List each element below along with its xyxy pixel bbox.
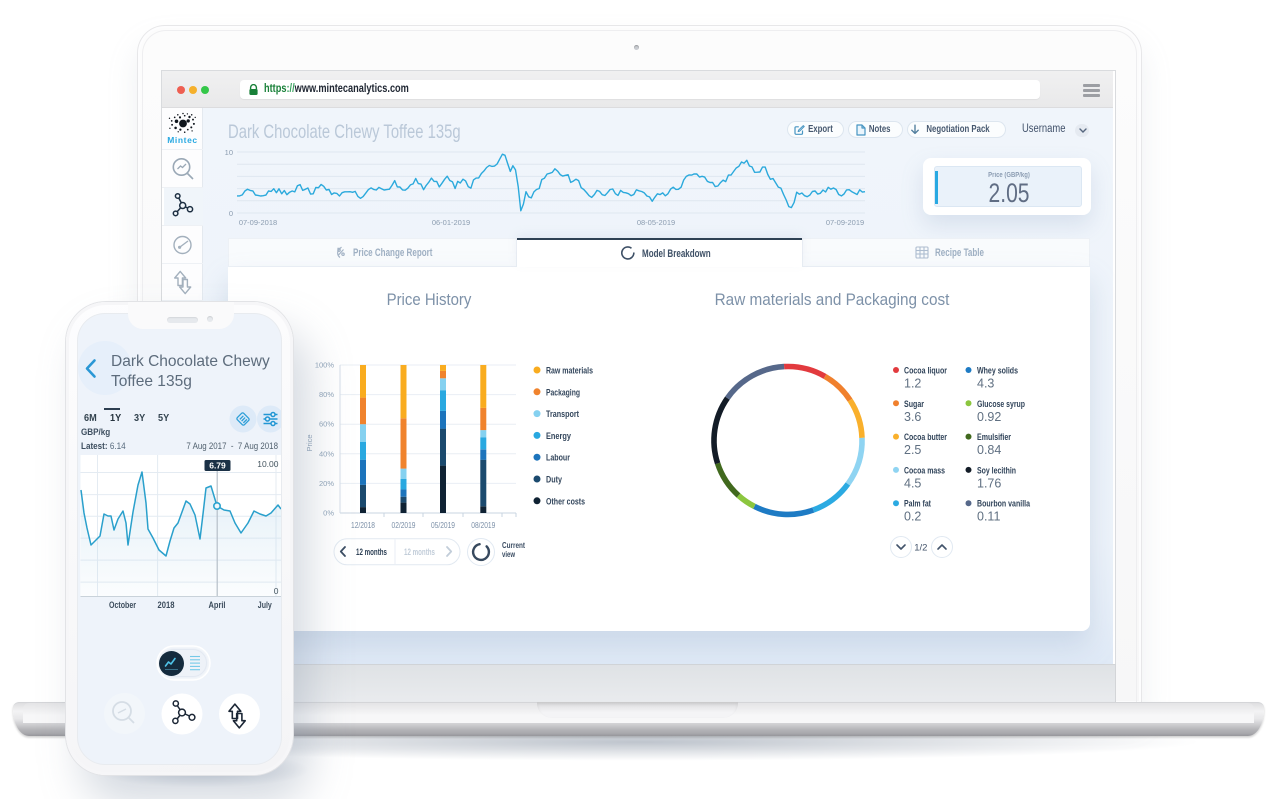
svg-text:3.6: 3.6 <box>904 410 921 424</box>
svg-text:100%: 100% <box>315 361 335 370</box>
svg-text:0.84: 0.84 <box>977 443 1001 457</box>
svg-text:0.2: 0.2 <box>904 510 921 524</box>
svg-text:Labour: Labour <box>546 453 570 464</box>
svg-text:Glucose syrup: Glucose syrup <box>977 399 1025 410</box>
svg-text:1.2: 1.2 <box>904 377 921 391</box>
svg-text:0: 0 <box>274 586 279 596</box>
svg-text:Duty: Duty <box>546 475 563 486</box>
svg-text:Sugar: Sugar <box>904 399 924 410</box>
svg-text:08/2019: 08/2019 <box>471 521 495 530</box>
svg-text:0: 0 <box>229 209 233 218</box>
svg-text:05/2019: 05/2019 <box>431 521 455 530</box>
svg-text:Palm fat: Palm fat <box>904 499 932 510</box>
svg-text:4.3: 4.3 <box>977 377 994 391</box>
svg-text:60%: 60% <box>319 420 334 429</box>
svg-text:July: July <box>258 600 273 611</box>
svg-text:Bourbon vanilla: Bourbon vanilla <box>977 499 1031 510</box>
svg-text:08-05-2019: 08-05-2019 <box>637 218 675 227</box>
svg-text:April: April <box>209 600 226 611</box>
svg-text:Other costs: Other costs <box>546 496 585 507</box>
svg-text:Transport: Transport <box>546 409 580 420</box>
svg-text:0.92: 0.92 <box>977 410 1001 424</box>
svg-text:Cocoa liquor: Cocoa liquor <box>904 366 947 377</box>
svg-text:Cocoa mass: Cocoa mass <box>904 465 945 476</box>
svg-text:10: 10 <box>225 148 233 157</box>
svg-text:Current: Current <box>502 541 525 550</box>
svg-text:07-09-2018: 07-09-2018 <box>239 218 277 227</box>
svg-text:view: view <box>502 550 516 559</box>
svg-text:Cocoa butter: Cocoa butter <box>904 432 947 443</box>
svg-text:6.79: 6.79 <box>209 461 226 471</box>
svg-text:Price: Price <box>305 434 314 451</box>
svg-text:Raw materials: Raw materials <box>546 366 593 377</box>
svg-text:1.76: 1.76 <box>977 476 1001 490</box>
svg-text:2.5: 2.5 <box>904 443 921 457</box>
svg-text:12/2018: 12/2018 <box>351 521 375 530</box>
svg-text:4.5: 4.5 <box>904 476 921 490</box>
svg-text:1/2: 1/2 <box>914 543 927 554</box>
svg-text:12 months: 12 months <box>356 547 387 558</box>
svg-text:40%: 40% <box>319 449 334 458</box>
svg-text:0.11: 0.11 <box>977 510 1000 524</box>
svg-text:06-01-2019: 06-01-2019 <box>432 218 470 227</box>
svg-text:Energy: Energy <box>546 431 572 442</box>
svg-text:20%: 20% <box>319 479 334 488</box>
svg-text:10.00: 10.00 <box>257 459 279 469</box>
svg-text:Packaging: Packaging <box>546 387 580 398</box>
svg-text:12 months: 12 months <box>404 547 435 558</box>
svg-text:80%: 80% <box>319 390 334 399</box>
svg-text:02/2019: 02/2019 <box>392 521 416 530</box>
svg-text:October: October <box>109 600 136 611</box>
svg-text:0%: 0% <box>323 509 334 518</box>
svg-text:07-09-2019: 07-09-2019 <box>826 218 864 227</box>
svg-text:Whey solids: Whey solids <box>977 366 1018 377</box>
svg-text:Emulsifier: Emulsifier <box>977 432 1011 443</box>
svg-text:2018: 2018 <box>158 600 175 611</box>
svg-text:Soy lecithin: Soy lecithin <box>977 465 1016 476</box>
